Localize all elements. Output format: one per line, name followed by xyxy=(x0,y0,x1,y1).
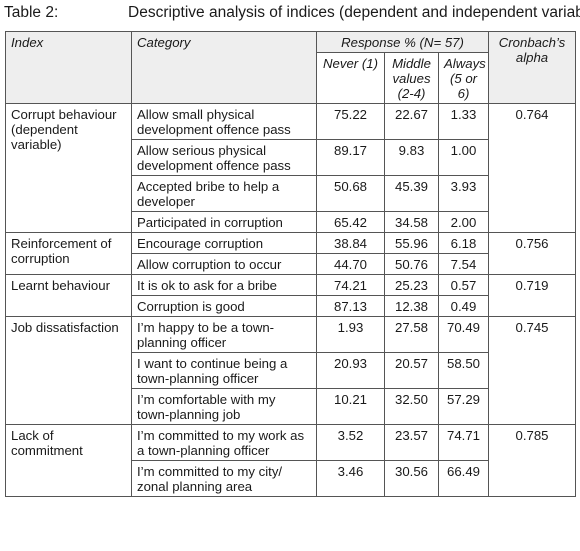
always-cell: 7.54 xyxy=(438,253,489,275)
header-middle: Middle values (2-4) xyxy=(384,52,439,104)
category-cell: I’m committed to my work as a town-plann… xyxy=(131,424,317,461)
index-cell: Reinforcement of corruption xyxy=(5,232,132,275)
never-cell: 44.70 xyxy=(316,253,385,275)
header-index: Index xyxy=(5,31,132,104)
always-cell: 6.18 xyxy=(438,232,489,254)
category-cell: Corruption is good xyxy=(131,295,317,317)
always-cell: 70.49 xyxy=(438,316,489,353)
index-cell: Corrupt behaviour (dependent variable) xyxy=(5,103,132,233)
header-alpha: Cronbach’s alpha xyxy=(488,31,576,104)
category-cell: Participated in corruption xyxy=(131,211,317,233)
index-cell: Learnt behaviour xyxy=(5,274,132,317)
category-cell: Allow serious physical development offen… xyxy=(131,139,317,176)
category-cell: It is ok to ask for a bribe xyxy=(131,274,317,296)
table-row: I want to continue being a town-planning… xyxy=(6,352,576,389)
category-cell: Allow small physical development offence… xyxy=(131,103,317,140)
always-cell: 58.50 xyxy=(438,352,489,389)
never-cell: 10.21 xyxy=(316,388,385,425)
always-cell: 1.00 xyxy=(438,139,489,176)
category-cell: Accepted bribe to help a developer xyxy=(131,175,317,212)
never-cell: 65.42 xyxy=(316,211,385,233)
middle-cell: 55.96 xyxy=(384,232,439,254)
descriptive-analysis-table: Index Category Response % (N= 57) Cronba… xyxy=(5,31,576,497)
header-always: Always (5 or 6) xyxy=(438,52,489,104)
always-cell: 1.33 xyxy=(438,103,489,140)
table-row: Learnt behaviour It is ok to ask for a br… xyxy=(5,274,576,317)
header-never: Never (1) xyxy=(316,52,385,104)
never-cell: 3.46 xyxy=(316,460,385,497)
category-cell: I want to continue being a town-planning… xyxy=(131,352,317,389)
middle-cell: 23.57 xyxy=(384,424,439,461)
alpha-cell: 0.785 xyxy=(488,424,576,497)
table-body: Corrupt behaviour (dependent variable) Al… xyxy=(5,103,576,497)
middle-cell: 34.58 xyxy=(384,211,439,233)
middle-cell: 45.39 xyxy=(384,175,439,212)
category-cell: I’m happy to be a town-planning officer xyxy=(131,316,317,353)
table-caption: Table 2: Descriptive analysis of indices … xyxy=(4,4,580,22)
alpha-cell: 0.756 xyxy=(488,232,576,275)
never-cell: 1.93 xyxy=(316,316,385,353)
always-cell: 0.49 xyxy=(438,295,489,317)
never-cell: 38.84 xyxy=(316,232,385,254)
table-row: Participated in corruption 65.42 34.58 2.00 xyxy=(6,211,576,233)
alpha-cell: 0.764 xyxy=(488,103,576,233)
table-row: I’m committed to my city/ zonal planning… xyxy=(6,460,576,497)
table-row: Job dissatisfaction I’m happy to be a tow… xyxy=(5,316,576,425)
never-cell: 89.17 xyxy=(316,139,385,176)
table-row: Allow serious physical development offen… xyxy=(6,139,576,176)
never-cell: 74.21 xyxy=(316,274,385,296)
never-cell: 3.52 xyxy=(316,424,385,461)
header-response: Response % (N= 57) xyxy=(316,31,489,53)
middle-cell: 20.57 xyxy=(384,352,439,389)
index-cell: Lack of commitment xyxy=(5,424,132,497)
table-row: Reinforcement of corruption Encourage cor… xyxy=(5,232,576,275)
alpha-cell: 0.719 xyxy=(488,274,576,317)
category-cell: I’m comfortable with my town-planning jo… xyxy=(131,388,317,425)
middle-cell: 50.76 xyxy=(384,253,439,275)
category-cell: Encourage corruption xyxy=(131,232,317,254)
category-cell: I’m committed to my city/ zonal planning… xyxy=(131,460,317,497)
middle-cell: 30.56 xyxy=(384,460,439,497)
table-row: Allow corruption to occur 44.70 50.76 7.54 xyxy=(6,253,576,275)
middle-cell: 25.23 xyxy=(384,274,439,296)
table-row: Lack of commitment I’m committed to my wo… xyxy=(5,424,576,497)
middle-cell: 12.38 xyxy=(384,295,439,317)
middle-cell: 32.50 xyxy=(384,388,439,425)
middle-cell: 9.83 xyxy=(384,139,439,176)
never-cell: 50.68 xyxy=(316,175,385,212)
middle-cell: 22.67 xyxy=(384,103,439,140)
always-cell: 3.93 xyxy=(438,175,489,212)
table-row: Corruption is good 87.13 12.38 0.49 xyxy=(6,295,576,317)
never-cell: 75.22 xyxy=(316,103,385,140)
table-title: Descriptive analysis of indices (depende… xyxy=(128,4,580,21)
always-cell: 57.29 xyxy=(438,388,489,425)
table-row: Corrupt behaviour (dependent variable) Al… xyxy=(5,103,576,233)
index-cell: Job dissatisfaction xyxy=(5,316,132,425)
alpha-cell: 0.745 xyxy=(488,316,576,425)
middle-cell: 27.58 xyxy=(384,316,439,353)
always-cell: 74.71 xyxy=(438,424,489,461)
never-cell: 87.13 xyxy=(316,295,385,317)
header-category: Category xyxy=(131,31,317,104)
always-cell: 66.49 xyxy=(438,460,489,497)
always-cell: 2.00 xyxy=(438,211,489,233)
table-number: Table 2: xyxy=(4,4,59,21)
category-cell: Allow corruption to occur xyxy=(131,253,317,275)
always-cell: 0.57 xyxy=(438,274,489,296)
table-row: Accepted bribe to help a developer 50.68 4… xyxy=(6,175,576,212)
never-cell: 20.93 xyxy=(316,352,385,389)
